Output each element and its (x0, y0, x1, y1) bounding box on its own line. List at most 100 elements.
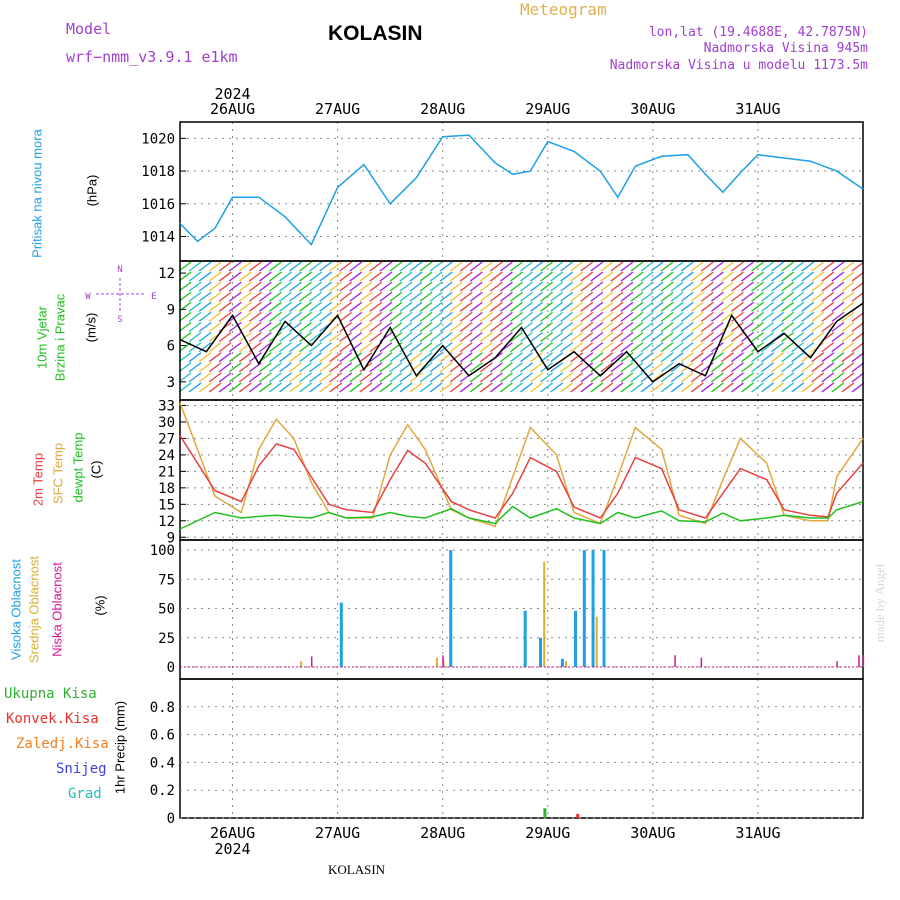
wind-barb (670, 332, 684, 343)
wind-barb (660, 301, 674, 312)
wind-barb (831, 372, 845, 383)
wind-barb (751, 281, 764, 292)
wind-barb (379, 321, 393, 332)
wind-barb (369, 321, 383, 332)
wind-barb (359, 321, 373, 332)
wind-barb (560, 261, 574, 272)
wind-barb (700, 342, 714, 353)
wind-barb (670, 261, 684, 272)
wind-barb (610, 301, 624, 312)
wind-barb (550, 271, 564, 282)
wind-barb (429, 352, 443, 363)
wind-barb (831, 352, 845, 363)
wind-barb (198, 321, 212, 332)
cloud-bar (574, 610, 578, 667)
wind-barb (600, 321, 614, 332)
wind-barb (680, 281, 694, 292)
wind-barb (479, 291, 493, 302)
wind-barb (369, 332, 383, 343)
wind-barb (670, 342, 684, 353)
wind-barb (530, 301, 543, 312)
cloud-bar (674, 655, 676, 667)
y-tick-label: 9 (167, 530, 175, 546)
wind-barb (550, 372, 564, 383)
wind-barb (851, 261, 865, 272)
wind-barb (299, 301, 312, 312)
wind-barb (761, 372, 774, 383)
wind-barb (520, 342, 533, 353)
cloud-bar (582, 550, 586, 667)
wind-barb (510, 311, 523, 322)
wind-barb (258, 342, 272, 353)
wind-barb (530, 382, 543, 393)
wind-barb (741, 311, 754, 322)
wind-barb (510, 281, 523, 292)
wind-barb (660, 342, 674, 353)
wind-barb (791, 382, 805, 393)
wind-barb (731, 352, 744, 363)
wind-barb (449, 271, 463, 282)
wind-barb (409, 261, 423, 272)
wind-barb (821, 352, 835, 363)
wind-barb (690, 352, 704, 363)
wind-barb (600, 372, 614, 383)
wind-barb (831, 271, 845, 282)
wind-barb (751, 261, 764, 272)
wind-barb (700, 332, 714, 343)
wind-barb (801, 321, 815, 332)
wind-barb (580, 332, 594, 343)
wind-barb (710, 261, 724, 272)
wind-barb (841, 382, 855, 393)
wind-barb (238, 332, 252, 343)
wind-barb (801, 332, 815, 343)
wind-barb (630, 362, 644, 373)
wind-barb (429, 321, 443, 332)
wind-barb (459, 321, 473, 332)
wind-barb (660, 372, 674, 383)
wind-barb (379, 301, 393, 312)
wind-barb (489, 382, 503, 393)
wind-barb (228, 311, 242, 322)
wind-barb (389, 271, 403, 282)
wind-barb (178, 291, 192, 302)
wind-barb (269, 352, 282, 363)
wind-barb (258, 301, 272, 312)
wind-barb (339, 271, 353, 282)
wind-barb (399, 291, 413, 302)
wind-barb (289, 382, 302, 393)
date-label-top: 28AUG (420, 100, 465, 118)
wind-barb (269, 362, 282, 373)
wind-barb (449, 362, 463, 373)
wind-barb (218, 261, 232, 272)
wind-barb (590, 261, 604, 272)
wind-barb (479, 261, 493, 272)
wind-barb (228, 352, 242, 363)
wind-barb (379, 382, 393, 393)
wind-barb (690, 291, 704, 302)
wind-barb (721, 362, 734, 373)
wind-barb (258, 281, 272, 292)
wind-barb (811, 271, 825, 282)
wind-barb (731, 281, 744, 292)
y-tick-label: 12 (158, 266, 175, 282)
wind-barb (761, 311, 774, 322)
wind-barb (630, 352, 644, 363)
y-tick-label: 9 (167, 302, 175, 318)
wind-barb (620, 291, 634, 302)
wind-barb (349, 311, 363, 322)
wind-barb (630, 332, 644, 343)
wind-barb (178, 311, 192, 322)
wind-barb (289, 352, 302, 363)
y-tick-label: 21 (158, 464, 175, 480)
wind-barb (710, 372, 724, 383)
wind-barb (500, 301, 513, 312)
wind-barb (801, 271, 815, 282)
wind-barb (731, 382, 744, 393)
wind-barb (198, 311, 212, 322)
wind-barb (791, 372, 805, 383)
wind-barb (590, 311, 604, 322)
wind-barb (841, 301, 855, 312)
wind-barb (238, 362, 252, 373)
wind-barb (700, 281, 714, 292)
wind-barb (419, 301, 433, 312)
